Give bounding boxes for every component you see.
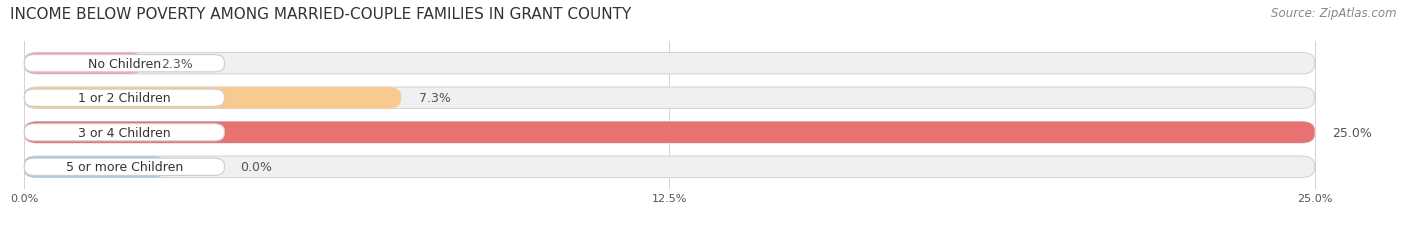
FancyBboxPatch shape — [24, 88, 401, 109]
Text: 7.3%: 7.3% — [419, 92, 451, 105]
Text: 3 or 4 Children: 3 or 4 Children — [79, 126, 170, 139]
FancyBboxPatch shape — [24, 156, 165, 178]
Text: 0.0%: 0.0% — [240, 161, 271, 173]
FancyBboxPatch shape — [24, 122, 1315, 143]
FancyBboxPatch shape — [24, 53, 143, 75]
FancyBboxPatch shape — [24, 122, 1315, 143]
FancyBboxPatch shape — [24, 88, 1315, 109]
Text: No Children: No Children — [87, 58, 160, 70]
FancyBboxPatch shape — [24, 124, 225, 141]
Text: 2.3%: 2.3% — [162, 58, 193, 70]
Text: 25.0%: 25.0% — [1333, 126, 1372, 139]
FancyBboxPatch shape — [24, 55, 225, 73]
FancyBboxPatch shape — [24, 156, 1315, 178]
FancyBboxPatch shape — [24, 90, 225, 107]
Text: 1 or 2 Children: 1 or 2 Children — [79, 92, 170, 105]
FancyBboxPatch shape — [24, 53, 1315, 75]
Text: INCOME BELOW POVERTY AMONG MARRIED-COUPLE FAMILIES IN GRANT COUNTY: INCOME BELOW POVERTY AMONG MARRIED-COUPL… — [10, 7, 631, 22]
Text: Source: ZipAtlas.com: Source: ZipAtlas.com — [1271, 7, 1396, 20]
Text: 5 or more Children: 5 or more Children — [66, 161, 183, 173]
FancyBboxPatch shape — [24, 158, 225, 176]
